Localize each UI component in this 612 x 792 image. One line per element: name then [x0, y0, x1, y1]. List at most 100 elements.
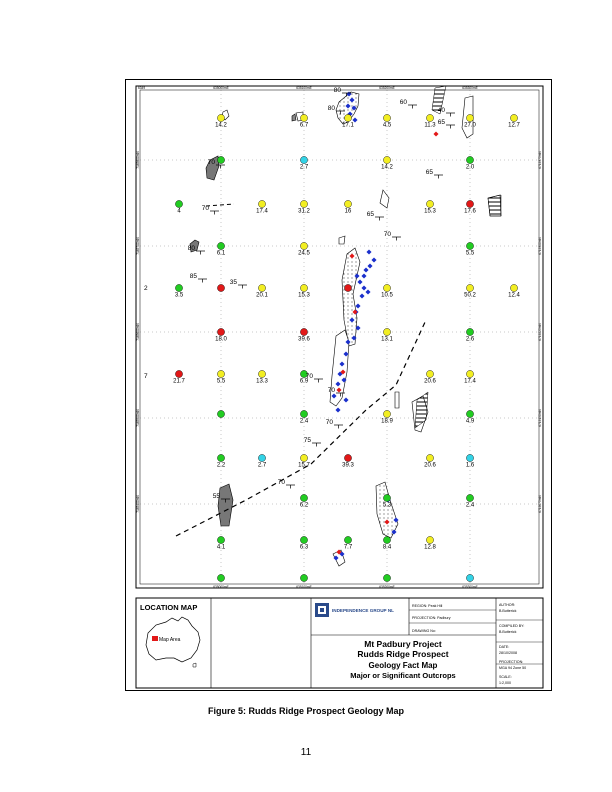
structural-dips: 80 60 80 40 65 70 65 70 65 70 80 85 35 70 70 70 75 70 55	[188, 87, 455, 503]
rock-chip-sample	[359, 293, 365, 299]
rock-chip-sample	[363, 267, 369, 273]
sample-value: 15.3	[424, 209, 436, 215]
sample-value: 15.7	[298, 463, 310, 469]
sample-point	[300, 242, 308, 250]
sample-value: 2.4	[300, 419, 309, 425]
rock-chip-sample	[349, 317, 355, 323]
sample-point	[217, 114, 225, 122]
rock-chip-sample	[371, 257, 377, 263]
dip-value: 75	[304, 437, 312, 444]
map-area-label: Map Area	[159, 637, 181, 643]
rock-chip-sample	[354, 273, 360, 279]
sample-value: 6.1	[217, 251, 226, 257]
easting-label: 635100mE	[296, 585, 311, 589]
sample-value: 10.5	[381, 293, 393, 299]
projection-label: PROJECTION:	[499, 660, 523, 664]
sample-value: 1.6	[466, 463, 475, 469]
sample-point	[344, 536, 352, 544]
northing-label: 7165600mN	[136, 323, 140, 341]
sample-value: 4.1	[217, 545, 226, 551]
sample-value: 2.6	[466, 337, 475, 343]
sample-point	[466, 328, 474, 336]
sample-value: 14.2	[215, 123, 227, 129]
sample-point	[344, 114, 352, 122]
sample-point	[300, 454, 308, 462]
sample-point	[466, 370, 474, 378]
sample-value: 5.5	[217, 379, 226, 385]
sample-value: 11.3	[424, 123, 436, 129]
sample-point	[300, 114, 308, 122]
sample-point	[383, 410, 391, 418]
rock-chip-sample	[361, 285, 367, 291]
grid-labels: 635000mE 635000mE 635100mE 635100mE 635200mE…	[136, 86, 542, 589]
sample-point	[466, 156, 474, 164]
sample-value: 18.9	[381, 419, 393, 425]
rock-chip-sample	[393, 517, 399, 523]
author-label: AUTHOR:	[499, 603, 515, 607]
sample-point	[217, 156, 225, 164]
dip-value: 65	[426, 169, 434, 176]
northing-label: 6719075mN	[538, 495, 542, 513]
sample-value: 2.4	[466, 503, 475, 509]
sample-point	[258, 370, 266, 378]
sample-value: 39.3	[342, 463, 354, 469]
dip-value: 70	[306, 373, 314, 380]
sample-point	[217, 284, 225, 292]
sample-point	[258, 200, 266, 208]
dotted-outcrop	[342, 248, 360, 346]
outcrop-polygon	[291, 113, 297, 122]
sample-point	[217, 328, 225, 336]
sample-point	[426, 114, 434, 122]
rock-chip-sample-high	[349, 253, 355, 259]
sample-point	[300, 156, 308, 164]
sample-value: 24.5	[298, 251, 310, 257]
sample-value: 17.6	[464, 209, 476, 215]
dotted-outcrop	[376, 482, 398, 538]
sample-value: 31.2	[298, 209, 310, 215]
author-value: B.Butterick	[499, 609, 517, 613]
sample-point	[217, 536, 225, 544]
sample-value: 13.3	[256, 379, 268, 385]
sample-value: 2.7	[300, 165, 309, 171]
sample-point	[383, 536, 391, 544]
easting-label: 635200mE	[379, 86, 394, 90]
dip-value: 70	[384, 231, 392, 238]
date-value: 28/10/2008	[499, 651, 517, 655]
sample-point	[300, 494, 308, 502]
sample-point	[175, 284, 183, 292]
dip-value: 70	[326, 419, 334, 426]
sample-point	[300, 328, 308, 336]
sample-point	[217, 454, 225, 462]
rock-chip-sample-high	[352, 309, 358, 315]
scale-label: SCALE:	[499, 675, 512, 679]
dip-value: 70	[208, 159, 216, 166]
sample-point	[383, 494, 391, 502]
sample-value: 4.9	[466, 419, 475, 425]
sample-value: 8.4	[383, 545, 392, 551]
sample-value: 20.6	[424, 379, 436, 385]
sample-point	[175, 370, 183, 378]
sample-value: 17.4	[256, 209, 268, 215]
map-area-marker	[152, 636, 158, 641]
title-line-3: Geology Fact Map	[369, 661, 438, 670]
sample-value: 7.7	[344, 545, 353, 551]
sample-point	[344, 454, 352, 462]
rock-chip-sample	[357, 279, 363, 285]
sample-point	[217, 574, 225, 582]
soil-samples: 14.2 6.7 17.1 4.5 11.3 27.0 12.7 2.7 14.2 2.0 4 17.…	[173, 114, 520, 582]
sample-value: 6.9	[300, 379, 309, 385]
dip-value: 80	[328, 105, 336, 112]
sample-point	[510, 114, 518, 122]
easting-label: 635000mE	[213, 86, 228, 90]
side-mark: 7	[144, 373, 148, 380]
map-frame: 635000mE 635000mE 635100mE 635100mE 635200mE…	[125, 79, 552, 691]
northing-label: 7165500mN	[136, 409, 140, 427]
outcrop-polygon	[217, 483, 234, 527]
bif-hatch-patch	[431, 85, 447, 115]
easting-label: 635000mE	[213, 585, 228, 589]
sample-point	[344, 284, 352, 292]
side-marks: 27	[144, 285, 148, 380]
page-number: 11	[300, 747, 312, 758]
company-name: INDEPENDENCE GROUP NL	[332, 608, 394, 613]
sample-point	[300, 370, 308, 378]
